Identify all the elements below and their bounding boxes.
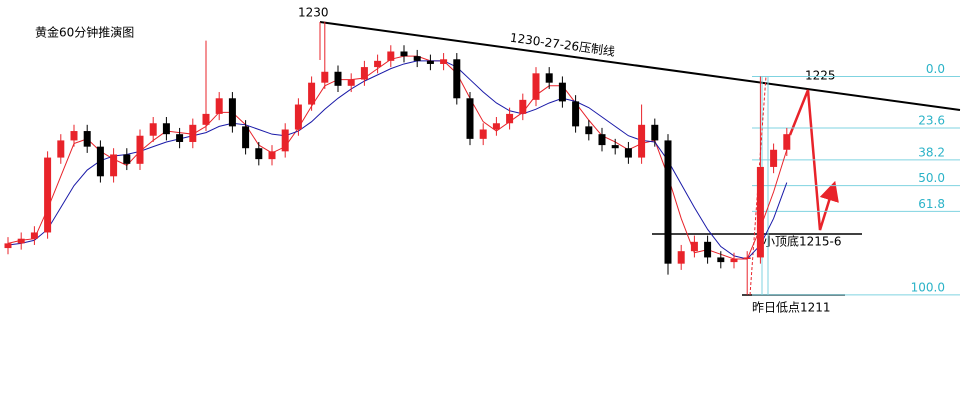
- candle-body: [440, 59, 448, 64]
- fib-label: 50.0: [918, 171, 945, 185]
- candle-body: [400, 51, 408, 57]
- candle-body: [598, 134, 606, 146]
- candle-body: [730, 258, 738, 263]
- candle-body: [374, 60, 382, 68]
- candle-body: [228, 98, 236, 127]
- candle-body: [334, 71, 342, 86]
- candle-body: [123, 154, 131, 164]
- peak-label: 1230: [298, 6, 329, 20]
- target-label: 1225: [805, 69, 836, 83]
- candle-body: [110, 154, 118, 177]
- candle-body: [57, 140, 65, 158]
- candle-body: [136, 135, 144, 164]
- trendline: [319, 21, 961, 111]
- candle-body: [783, 134, 791, 150]
- candle-body: [4, 243, 12, 249]
- candle-body: [255, 148, 263, 160]
- candle-body: [17, 238, 25, 244]
- candle-body: [743, 257, 751, 259]
- candle-body: [202, 113, 210, 125]
- candle-body: [756, 166, 764, 258]
- candle-body: [558, 82, 566, 102]
- candle-body: [413, 56, 421, 61]
- candle-body: [321, 71, 329, 83]
- candle-body: [268, 151, 276, 160]
- candle-body: [572, 101, 580, 127]
- chart-title: 黄金60分钟推演图: [35, 25, 134, 40]
- candle-body: [281, 129, 289, 152]
- candle-body: [347, 79, 355, 86]
- candle-body: [532, 73, 540, 100]
- candle-body: [176, 134, 184, 142]
- candle-body: [96, 146, 104, 177]
- candle-body: [426, 60, 434, 64]
- candle-body: [690, 241, 698, 252]
- fib-label: 61.8: [918, 197, 945, 211]
- candle-body: [70, 131, 78, 141]
- candle-body: [466, 98, 474, 139]
- minor-label: 小顶底1215-6: [763, 234, 842, 249]
- candle-body: [677, 251, 685, 264]
- candle-body: [770, 149, 778, 167]
- candle-body: [242, 126, 250, 149]
- candle-body: [453, 59, 461, 99]
- candle-body: [651, 124, 659, 141]
- candle-body: [611, 145, 619, 149]
- candle-body: [83, 131, 91, 147]
- candle-body: [479, 129, 487, 139]
- candle-body: [387, 51, 395, 61]
- candle-body: [215, 98, 223, 114]
- fib-label: 0.0: [926, 62, 945, 76]
- candle-body: [189, 124, 197, 142]
- candle-body: [624, 148, 632, 158]
- fib-guide: [749, 75, 767, 296]
- candle-body: [149, 123, 157, 136]
- candle-body: [360, 67, 368, 80]
- candle-body: [519, 99, 527, 114]
- candle-body: [162, 123, 170, 135]
- candle-body: [30, 232, 38, 239]
- candle-body: [506, 113, 514, 124]
- candle-body: [545, 73, 553, 83]
- candle-body: [664, 140, 672, 264]
- fib-label: 23.6: [918, 113, 945, 127]
- candle-body: [638, 124, 646, 158]
- candle-body: [585, 126, 593, 135]
- candle-body: [717, 257, 725, 263]
- candle-body: [308, 82, 316, 105]
- fib-label: 38.2: [918, 145, 945, 159]
- fib-label: 100.0: [911, 280, 945, 294]
- low-label: 昨日低点1211: [752, 301, 831, 315]
- candle-body: [44, 157, 52, 233]
- candle-body: [492, 123, 500, 130]
- candle-body: [294, 104, 302, 130]
- candle-body: [704, 241, 712, 258]
